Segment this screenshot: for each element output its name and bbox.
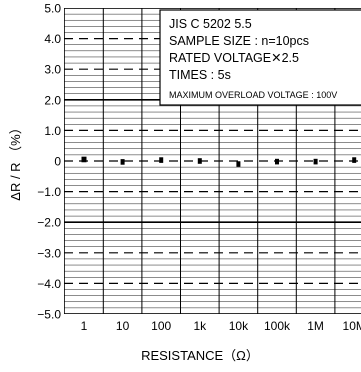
plot-area: JIS C 5202 5.5 SAMPLE SIZE : n=10pcs RATED… bbox=[64, 8, 361, 314]
data-point bbox=[236, 161, 241, 167]
annotation-line: JIS C 5202 5.5 bbox=[169, 17, 252, 31]
y-tick-label: 2.0 bbox=[44, 93, 61, 107]
data-point bbox=[81, 156, 87, 163]
x-tick-label: 10k bbox=[229, 319, 249, 333]
data-point bbox=[352, 157, 357, 163]
x-tick-label: 1k bbox=[193, 319, 207, 333]
x-tick-label: 100k bbox=[264, 319, 291, 333]
y-tick-label: 4.0 bbox=[44, 32, 61, 46]
y-tick-label: −5.0 bbox=[37, 308, 61, 322]
y-tick-label: 5.0 bbox=[44, 2, 61, 16]
data-point bbox=[120, 159, 125, 165]
data-point bbox=[197, 158, 202, 164]
x-tick-labels: 1 10 100 1k 10k 100k 1M 10M bbox=[81, 319, 361, 333]
annotation-box bbox=[159, 9, 361, 106]
x-axis-label: RESISTANCE（Ω） bbox=[141, 348, 259, 363]
y-tick-label: −2.0 bbox=[37, 216, 61, 230]
x-tick-label: 1 bbox=[81, 319, 88, 333]
y-tick-label: −4.0 bbox=[37, 277, 61, 291]
y-tick-labels: 5.0 4.0 3.0 2.0 1.0 0 −1.0 −2.0 −3.0 −4.0 −5.0 bbox=[37, 2, 61, 322]
data-point bbox=[275, 158, 279, 165]
y-tick-label: 0 bbox=[54, 155, 61, 169]
x-tick-label: 1M bbox=[307, 319, 324, 333]
data-point bbox=[159, 157, 164, 163]
annotation-line: MAXIMUM OVERLOAD VOLTAGE : 100V bbox=[169, 90, 337, 100]
y-tick-label: 1.0 bbox=[44, 124, 61, 138]
x-tick-label: 10M bbox=[343, 319, 361, 333]
y-tick-label: −3.0 bbox=[37, 246, 61, 260]
x-tick-label: 100 bbox=[151, 319, 171, 333]
y-tick-label: −1.0 bbox=[37, 185, 61, 199]
y-axis-label: ΔR / R （%） bbox=[8, 121, 23, 200]
y-tick-label: 3.0 bbox=[44, 63, 61, 77]
data-point bbox=[313, 158, 318, 165]
annotation-line: TIMES : 5s bbox=[169, 68, 231, 82]
annotation-line: RATED VOLTAGE✕2.5 bbox=[169, 51, 299, 65]
x-tick-label: 10 bbox=[116, 319, 130, 333]
annotation-line: SAMPLE SIZE : n=10pcs bbox=[169, 34, 309, 48]
